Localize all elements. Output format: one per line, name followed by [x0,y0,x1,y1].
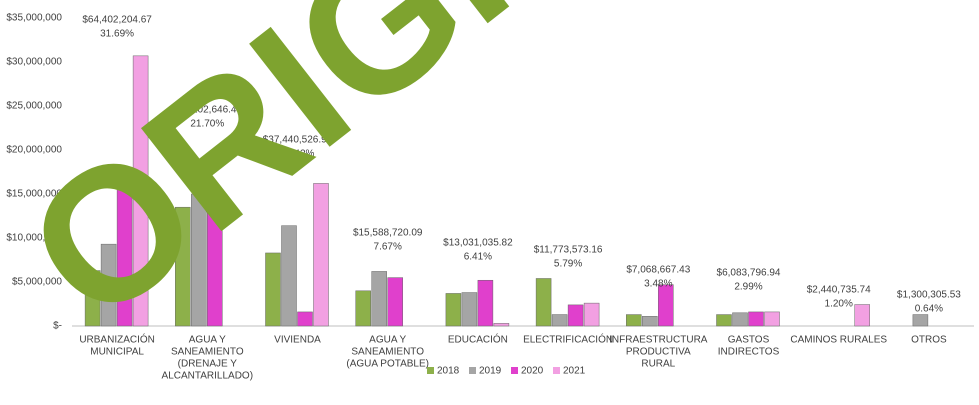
legend-swatch [427,367,434,374]
bar [281,225,297,327]
x-tick-label: INFRAESTRUCTURA [609,335,708,346]
bar [132,55,149,327]
annotation-percent: 18.42% [281,149,315,160]
bar [461,292,478,327]
bar [116,167,133,327]
bar [445,293,462,327]
x-tick-label: MUNICIPAL [90,347,144,358]
bar [313,183,329,327]
annotation-percent: 7.67% [374,242,402,253]
bar [387,277,403,327]
x-tick-label: CAMINOS RURALES [790,335,887,346]
annotation-total: $1,300,305.53 [897,290,961,301]
bar [764,311,780,327]
annotation-total: $6,083,796.94 [717,268,781,279]
x-tick-label: EDUCACIÓN [448,333,508,346]
x-tick-label: ALCANTARILLADO) [162,371,254,382]
x-tick-label: RURAL [641,359,675,370]
y-tick-label: $20,000,000 [6,145,62,156]
x-tick-label: ELECTRIFICACIÓN [523,333,613,346]
annotation-percent: 21.70% [190,119,224,130]
y-tick-label: $25,000,000 [6,101,62,112]
bar [626,314,642,327]
annotation-percent: 2.99% [734,282,762,293]
annotation-total: $15,588,720.09 [353,228,423,239]
annotation-total: $13,031,035.82 [443,238,513,249]
bar [191,193,207,327]
bar [583,302,600,327]
bar [355,290,371,327]
legend-label: 2018 [437,366,460,377]
annotation-total: $2,440,735.74 [807,285,871,296]
x-tick-label: AGUA Y [189,335,226,346]
annotation-total: $37,440,526.92 [263,135,333,146]
legend-label: 2020 [521,366,544,377]
bar [732,312,748,327]
annotation-total: $44,102,646.46 [173,105,243,116]
x-tick-label: VIVIENDA [274,335,321,346]
bar [265,252,281,327]
bar [84,270,101,327]
bar [658,284,674,327]
legend-swatch [511,367,518,374]
legend-label: 2021 [563,366,586,377]
annotation-percent: 1.20% [825,299,853,310]
bar [642,316,658,327]
x-tick-label: URBANIZACIÓN [79,333,155,346]
bar [551,314,568,327]
y-tick-label: $- [53,321,62,332]
y-tick-label: $30,000,000 [6,57,62,68]
bar [175,206,191,327]
x-tick-label: AGUA Y [369,335,406,346]
annotation-percent: 5.79% [554,259,582,270]
bar [748,311,764,327]
legend-swatch [553,367,560,374]
y-tick-label: $35,000,000 [6,13,62,24]
annotation-percent: 3.48% [644,279,672,290]
annotation-total: $64,402,204.67 [82,15,152,26]
x-tick-label: SANEAMIENTO [171,347,244,358]
x-tick-label: OTROS [911,335,947,346]
bar [912,314,929,327]
annotation-percent: 31.69% [100,29,134,40]
bar [371,271,387,327]
annotation-percent: 6.41% [464,252,492,263]
x-tick-label: GASTOS [728,335,770,346]
x-tick-label: (DRENAJE Y [178,359,238,370]
bar [477,279,494,327]
bar [207,188,223,327]
y-tick-label: $5,000,000 [12,277,62,288]
annotation-total: $11,773,573.16 [534,245,603,256]
x-tick-label: (AGUA POTABLE) [346,359,429,370]
bar [535,278,552,327]
annotation-percent: 0.64% [915,304,943,315]
y-tick-label: $15,000,000 [6,189,62,200]
x-tick-label: SANEAMIENTO [351,347,424,358]
legend-swatch [469,367,476,374]
bar [716,314,732,327]
annotation-total: $7,068,667.43 [626,265,690,276]
x-tick-label: PRODUCTIVA [626,347,691,358]
bar [567,304,584,327]
y-tick-label: $10,000,000 [6,233,62,244]
bar [100,243,117,327]
bar [493,323,510,327]
x-tick-label: INDIRECTOS [718,347,780,358]
bar [854,304,870,327]
legend-label: 2019 [479,366,502,377]
bar [297,311,313,327]
